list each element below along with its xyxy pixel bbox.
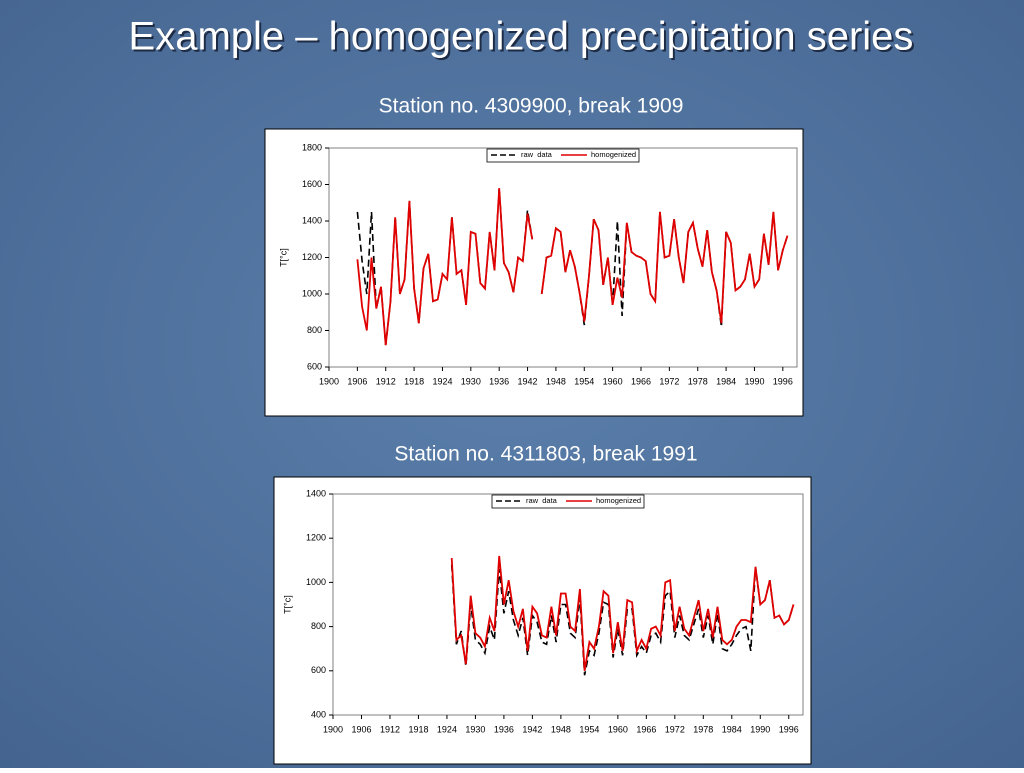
- x-tick-label: 1936: [494, 724, 514, 734]
- x-tick-label: 1990: [744, 376, 764, 386]
- plot-area: [332, 493, 804, 716]
- x-tick-label: 1972: [659, 376, 679, 386]
- y-axis-label: T[°c]: [278, 248, 288, 267]
- chart-frame: [273, 476, 812, 765]
- x-tick-label: 1930: [465, 724, 485, 734]
- x-tick-label: 1984: [722, 724, 742, 734]
- y-tick-label: 1600: [302, 179, 322, 189]
- x-tick-label: 1906: [347, 376, 367, 386]
- series-line: [356, 188, 789, 346]
- y-tick-label: 1400: [302, 215, 322, 225]
- chart-title: Station no. 4311803, break 1991: [394, 443, 697, 466]
- x-tick-label: 1900: [319, 376, 339, 386]
- x-tick-label: 1978: [688, 376, 708, 386]
- x-tick-label: 1912: [376, 376, 396, 386]
- x-tick-label: 1978: [693, 724, 713, 734]
- x-tick-label: 1936: [489, 376, 509, 386]
- y-tick-label: 1000: [302, 288, 322, 298]
- y-tick-label: 400: [311, 709, 326, 719]
- x-tick-label: 1924: [437, 724, 457, 734]
- legend-label: raw data: [526, 496, 558, 505]
- x-tick-label: 1960: [603, 376, 623, 386]
- y-tick-label: 1800: [302, 142, 322, 152]
- y-axis-label: T[°c]: [282, 595, 292, 614]
- y-tick-label: 1200: [302, 252, 322, 262]
- x-tick-label: 1960: [608, 724, 628, 734]
- slide-title: Example – homogenized precipitation seri…: [129, 15, 914, 59]
- chart-frame: [264, 128, 804, 417]
- y-tick-label: 800: [311, 621, 326, 631]
- x-tick-label: 1966: [631, 376, 651, 386]
- chart-title: Station no. 4309900, break 1909: [379, 95, 684, 118]
- x-tick-label: 1918: [404, 376, 424, 386]
- x-tick-label: 1996: [773, 376, 793, 386]
- x-tick-label: 1984: [716, 376, 736, 386]
- x-tick-label: 1900: [323, 724, 343, 734]
- x-tick-label: 1930: [461, 376, 481, 386]
- x-tick-label: 1906: [351, 724, 371, 734]
- x-tick-label: 1924: [432, 376, 452, 386]
- y-tick-label: 600: [311, 665, 326, 675]
- y-tick-label: 800: [307, 325, 322, 335]
- x-tick-label: 1942: [522, 724, 542, 734]
- y-tick-label: 1200: [306, 533, 326, 543]
- legend-label: raw data: [521, 150, 553, 159]
- series-line: [450, 564, 795, 676]
- x-tick-label: 1912: [380, 724, 400, 734]
- x-tick-label: 1948: [546, 376, 566, 386]
- series-line: [450, 555, 795, 671]
- x-tick-label: 1954: [579, 724, 599, 734]
- x-tick-label: 1972: [665, 724, 685, 734]
- x-tick-label: 1918: [408, 724, 428, 734]
- x-tick-label: 1954: [574, 376, 594, 386]
- legend-label: homogenized: [591, 150, 636, 159]
- x-tick-label: 1966: [636, 724, 656, 734]
- x-tick-label: 1948: [551, 724, 571, 734]
- y-tick-label: 1000: [306, 577, 326, 587]
- x-tick-label: 1990: [750, 724, 770, 734]
- y-tick-label: 600: [307, 361, 322, 371]
- x-tick-label: 1996: [779, 724, 799, 734]
- y-tick-label: 1400: [306, 488, 326, 498]
- title-shadow: Example – homogenized precipitation seri…: [131, 17, 916, 61]
- x-tick-label: 1942: [518, 376, 538, 386]
- legend-label: homogenized: [596, 496, 641, 505]
